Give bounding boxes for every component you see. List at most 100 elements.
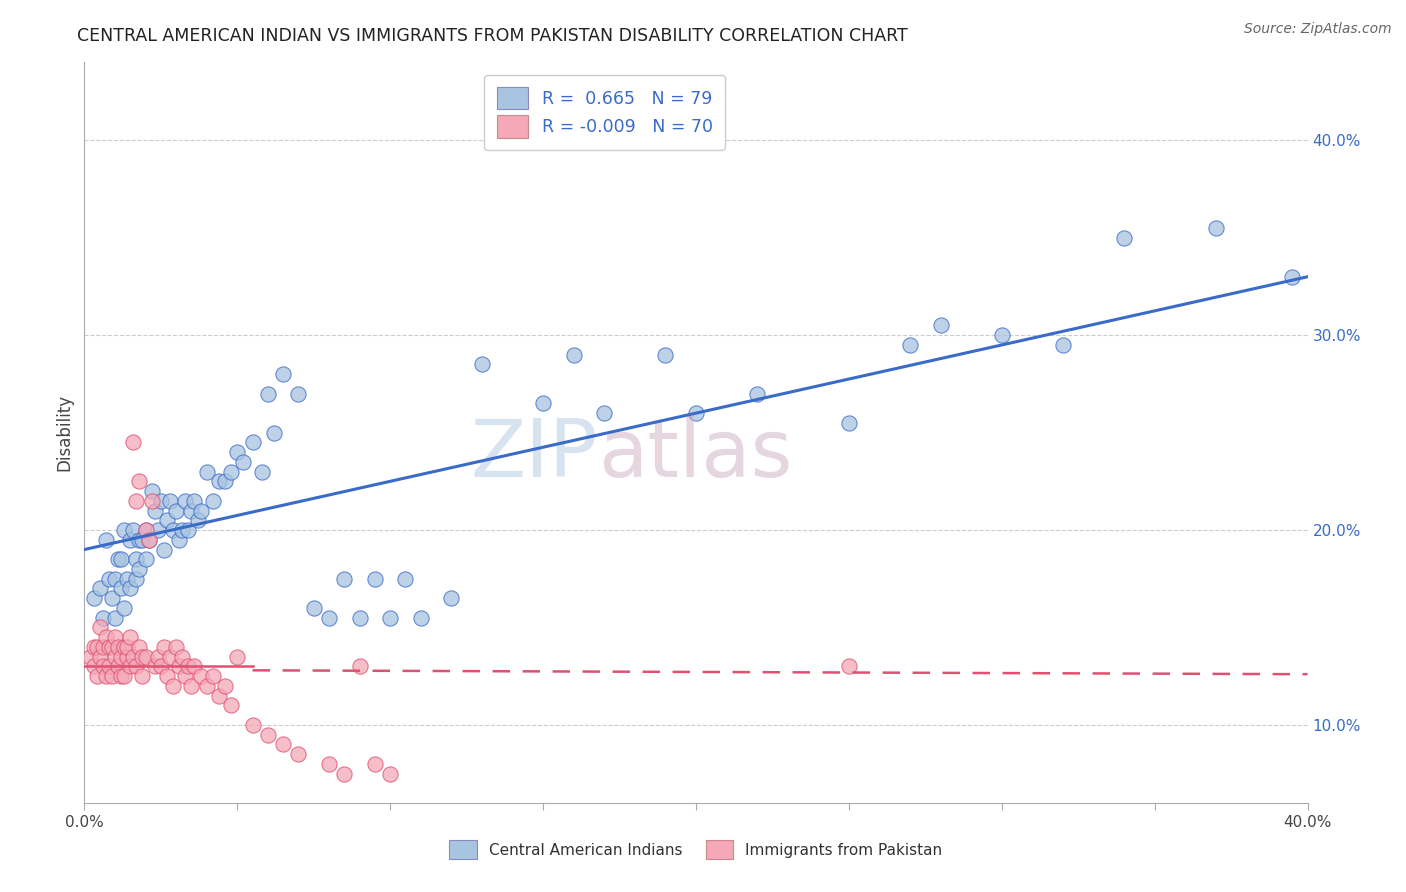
Point [318, 756, 340, 771]
Point [128, 475, 150, 489]
Point [929, 318, 952, 333]
Point [156, 669, 179, 683]
Point [94, 630, 117, 644]
Point [177, 523, 200, 537]
Point [654, 348, 676, 362]
Point [101, 640, 124, 654]
Point [162, 679, 184, 693]
Point [177, 659, 200, 673]
Point [115, 572, 138, 586]
Point [153, 640, 176, 654]
Point [208, 689, 231, 703]
Text: atlas: atlas [598, 416, 793, 494]
Point [380, 610, 402, 624]
Point [226, 445, 249, 459]
Point [143, 503, 166, 517]
Point [838, 659, 860, 673]
Point [180, 503, 202, 517]
Point [174, 493, 197, 508]
Point [593, 406, 616, 420]
Point [159, 493, 181, 508]
Point [219, 465, 242, 479]
Point [214, 475, 236, 489]
Point [302, 601, 325, 615]
Point [153, 542, 176, 557]
Text: ZIP: ZIP [471, 416, 598, 494]
Point [112, 640, 135, 654]
Y-axis label: Disability: Disability [55, 394, 73, 471]
Point [115, 649, 138, 664]
Point [250, 465, 273, 479]
Point [146, 649, 169, 664]
Point [107, 552, 129, 566]
Point [125, 552, 148, 566]
Point [112, 523, 135, 537]
Text: CENTRAL AMERICAN INDIAN VS IMMIGRANTS FROM PAKISTAN DISABILITY CORRELATION CHART: CENTRAL AMERICAN INDIAN VS IMMIGRANTS FR… [77, 27, 908, 45]
Point [107, 659, 129, 673]
Point [214, 679, 236, 693]
Point [898, 338, 921, 352]
Point [531, 396, 554, 410]
Point [271, 367, 294, 381]
Point [232, 455, 254, 469]
Point [135, 523, 157, 537]
Point [364, 572, 387, 586]
Point [159, 649, 181, 664]
Point [141, 484, 163, 499]
Point [120, 582, 142, 596]
Point [97, 572, 120, 586]
Point [242, 718, 264, 732]
Point [83, 640, 105, 654]
Point [257, 386, 280, 401]
Point [120, 659, 142, 673]
Point [318, 610, 340, 624]
Point [112, 601, 135, 615]
Point [83, 591, 105, 606]
Point [364, 756, 387, 771]
Point [183, 493, 205, 508]
Point [167, 659, 190, 673]
Point [165, 503, 187, 517]
Point [135, 649, 157, 664]
Point [125, 572, 148, 586]
Point [195, 465, 218, 479]
Point [219, 698, 242, 713]
Point [146, 523, 169, 537]
Point [91, 640, 114, 654]
Point [838, 416, 860, 430]
Point [128, 533, 150, 547]
Point [94, 533, 117, 547]
Point [156, 513, 179, 527]
Point [201, 493, 224, 508]
Point [91, 659, 114, 673]
Point [287, 386, 309, 401]
Point [125, 493, 148, 508]
Point [149, 493, 172, 508]
Point [89, 620, 111, 634]
Point [91, 610, 114, 624]
Point [104, 630, 127, 644]
Point [263, 425, 285, 440]
Point [112, 669, 135, 683]
Point [110, 669, 132, 683]
Point [257, 728, 280, 742]
Point [115, 640, 138, 654]
Legend: Central American Indians, Immigrants from Pakistan: Central American Indians, Immigrants fro… [443, 834, 949, 865]
Point [562, 348, 585, 362]
Point [1205, 221, 1227, 235]
Point [440, 591, 463, 606]
Point [1281, 269, 1303, 284]
Point [190, 503, 212, 517]
Point [104, 572, 127, 586]
Point [242, 435, 264, 450]
Point [86, 640, 108, 654]
Point [86, 669, 108, 683]
Point [138, 533, 160, 547]
Point [165, 640, 187, 654]
Point [83, 659, 105, 673]
Point [349, 659, 371, 673]
Point [195, 679, 218, 693]
Point [120, 533, 142, 547]
Point [201, 669, 224, 683]
Point [180, 679, 202, 693]
